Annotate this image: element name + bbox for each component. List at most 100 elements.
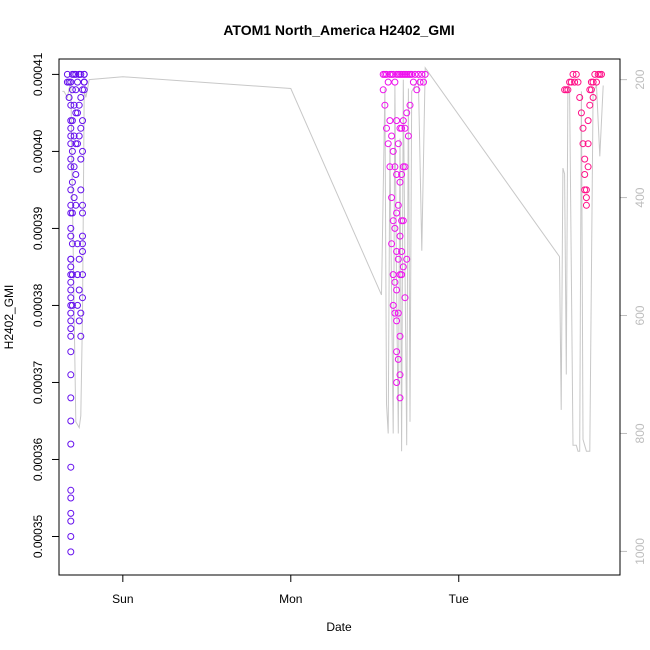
- y-tick-label: 0.00039: [31, 206, 45, 250]
- points-layer: [63, 70, 605, 556]
- data-point: [67, 163, 75, 171]
- data-point: [70, 163, 78, 171]
- data-point: [67, 548, 75, 556]
- data-point: [77, 124, 85, 132]
- data-point: [393, 379, 401, 386]
- data-point: [67, 509, 75, 517]
- data-point: [74, 140, 81, 148]
- data-point: [79, 147, 86, 155]
- data-point: [393, 117, 401, 125]
- data-point: [421, 70, 429, 78]
- data-point: [393, 348, 401, 356]
- data-point: [79, 232, 86, 240]
- y-tick-label: 0.00041: [31, 52, 45, 96]
- data-point: [574, 78, 582, 86]
- data-point: [591, 70, 599, 78]
- x-tick-label: Tue: [449, 592, 470, 606]
- data-point: [396, 371, 404, 379]
- data-point: [564, 86, 572, 94]
- data-point: [398, 171, 406, 178]
- data-point: [80, 70, 88, 78]
- data-point: [72, 171, 80, 178]
- data-point: [70, 194, 78, 202]
- data-point: [396, 178, 404, 186]
- x-tick-label: Mon: [279, 592, 302, 606]
- data-point: [391, 278, 399, 286]
- data-point: [394, 140, 402, 148]
- data-point: [379, 86, 387, 94]
- data-point: [393, 171, 401, 178]
- data-point: [404, 132, 412, 140]
- data-point: [401, 294, 409, 302]
- data-point: [396, 332, 404, 340]
- data-point: [79, 294, 86, 302]
- data-point: [409, 78, 417, 86]
- data-point: [67, 155, 75, 163]
- data-point: [80, 78, 88, 86]
- data-point: [408, 70, 416, 78]
- data-point: [77, 94, 85, 101]
- data-point: [391, 163, 399, 171]
- data-point: [74, 240, 81, 248]
- data-point: [582, 201, 590, 209]
- y-tick-label: 0.00035: [31, 514, 45, 558]
- data-point: [420, 78, 427, 86]
- data-point: [389, 217, 397, 225]
- data-point: [593, 78, 600, 86]
- data-point: [389, 70, 397, 78]
- data-point: [579, 124, 587, 132]
- data-point: [394, 201, 402, 209]
- data-point: [398, 124, 406, 132]
- data-point: [67, 278, 75, 286]
- data-point: [63, 70, 71, 78]
- data-point: [381, 101, 389, 109]
- data-point: [411, 70, 419, 78]
- data-point: [67, 224, 75, 232]
- data-point: [579, 140, 587, 148]
- data-point: [383, 70, 390, 78]
- data-point: [67, 132, 75, 140]
- chart-title: ATOM1 North_America H2402_GMI: [223, 22, 454, 38]
- y-tick-label: 0.00037: [31, 360, 45, 404]
- data-point: [75, 132, 83, 140]
- data-point: [68, 209, 76, 217]
- data-point: [403, 255, 411, 263]
- y-tick-label: 0.00038: [31, 283, 45, 327]
- data-point: [67, 486, 75, 494]
- data-point: [75, 255, 83, 263]
- data-point: [67, 140, 75, 148]
- data-point: [67, 325, 75, 333]
- data-point: [74, 271, 81, 279]
- data-point: [388, 240, 396, 248]
- data-point: [414, 70, 422, 78]
- data-point: [68, 117, 76, 125]
- y-axis-label: H2402_GMI: [2, 285, 16, 350]
- data-point: [68, 301, 76, 309]
- data-point: [67, 440, 75, 448]
- data-point: [384, 140, 392, 148]
- data-point: [394, 355, 402, 363]
- data-point: [571, 78, 579, 86]
- data-point: [75, 317, 83, 325]
- data-point: [79, 271, 86, 279]
- data-point: [416, 78, 424, 86]
- data-point: [572, 70, 580, 78]
- data-point: [401, 163, 409, 171]
- data-point: [74, 301, 81, 309]
- data-point: [393, 209, 401, 217]
- data-point: [80, 86, 88, 94]
- data-point: [398, 271, 406, 279]
- data-point: [577, 109, 585, 117]
- data-point: [386, 117, 394, 125]
- data-point: [67, 317, 75, 325]
- data-point: [389, 301, 397, 309]
- data-point: [67, 232, 75, 240]
- data-point: [391, 309, 399, 317]
- y2-tick-label: 600: [633, 305, 647, 325]
- data-point: [582, 186, 590, 194]
- data-point: [67, 348, 75, 356]
- data-point: [67, 201, 75, 209]
- data-point: [386, 163, 394, 171]
- data-point: [399, 263, 407, 271]
- data-point: [383, 124, 390, 132]
